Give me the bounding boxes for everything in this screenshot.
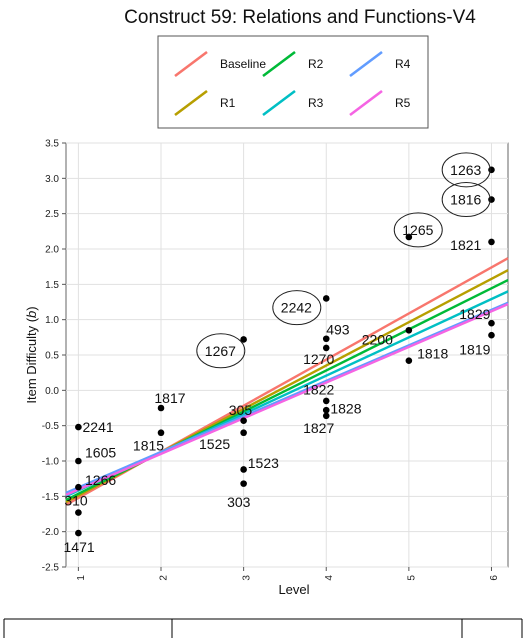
point-label: 1828 [330,401,361,417]
legend-swatch-r3 [262,89,296,117]
point-label: 2241 [83,419,114,435]
y-tick-label: 3.5 [45,139,59,150]
x-axis-title: Level [278,582,309,597]
data-point [405,357,413,364]
x-tick-label: 1 [76,575,87,581]
x-tick-label: 3 [241,575,252,581]
y-tick-label: -2.0 [42,527,60,538]
legend-swatch-r2 [262,50,296,78]
chart-title: Construct 59: Relations and Functions-V4 [124,7,476,28]
data-point [488,238,495,246]
highlight-ellipse [272,290,322,326]
x-tick-label: 5 [407,575,418,581]
point-label: 1819 [459,341,490,357]
data-point [75,457,82,465]
highlight-ellipse [196,333,246,369]
y-tick-label: -0.5 [42,421,60,432]
series-line-r4 [65,301,509,494]
data-point [75,483,82,491]
series-line-r5 [65,302,509,497]
legend-swatch-baseline [174,50,208,78]
data-point [488,166,495,174]
data-point [157,404,165,412]
legend-label-r4: R4 [395,57,411,71]
y-tick-label: -2.5 [42,563,60,574]
x-tick-label: 2 [159,575,170,581]
data-point [240,466,247,473]
data-point [322,335,330,343]
legend-label-baseline: Baseline [220,57,266,71]
legend-box [157,35,429,129]
legend-label-r3: R3 [308,96,324,110]
highlight-ellipse [393,212,443,248]
data-point [157,429,165,437]
x-tick-label: 4 [324,575,335,581]
point-label: 303 [227,494,251,510]
point-label: 1815 [133,437,164,453]
data-point [322,406,330,414]
point-label: 2242 [281,300,312,316]
data-point [322,412,330,420]
y-axis-title: Item Difficulty (b) [24,306,39,403]
legend-swatch-r5 [349,89,383,117]
point-label: 1827 [303,420,334,436]
point-label: 1822 [303,382,334,398]
legend-swatch-r1 [174,89,208,117]
point-label: 1471 [64,539,95,555]
data-point [75,423,82,431]
point-label: 493 [326,322,350,338]
point-label: 2200 [362,331,393,347]
data-point [322,344,330,352]
legend-label-r2: R2 [308,57,324,71]
y-tick-label: 0.5 [45,351,59,362]
point-label: 305 [229,402,253,418]
point-label: 1829 [459,306,490,322]
point-label: 1816 [450,192,481,208]
data-point [322,397,330,405]
y-tick-label: 2.5 [45,209,59,220]
highlight-ellipse [441,152,491,188]
point-label: 1270 [303,351,334,367]
data-point [240,480,247,487]
plot-area: 2241 1605 1266 310 1471 1817 1815 1267 305 1525 15… [64,142,509,568]
data-point [240,336,247,343]
data-point [240,429,247,437]
legend-label-r1: R1 [220,96,236,110]
data-point [240,417,247,425]
point-label: 1265 [402,222,433,238]
legend: Baseline R1 R2 R3 R4 R5 [157,35,429,129]
point-label: 1821 [450,237,481,253]
y-tick-label: 2.0 [45,245,59,256]
y-tick-label: 1.0 [45,315,59,326]
legend-label-r5: R5 [395,96,411,110]
point-label: 1605 [85,445,116,461]
point-label: 1525 [199,436,230,452]
y-tick-label: 1.5 [45,280,59,291]
x-tick-label: 6 [489,575,500,581]
data-point [488,331,495,339]
point-label: 1523 [248,455,279,471]
point-label: 1267 [205,343,236,359]
y-tick-label: -1.5 [42,492,60,503]
point-label: 1266 [85,472,116,488]
bottom-table-fragment [3,618,523,638]
y-tick-label: 0.0 [45,386,59,397]
data-point [405,233,413,241]
legend-swatch-r4 [349,50,383,78]
data-point [75,529,82,537]
point-label: 1817 [154,390,185,406]
highlight-ellipse [441,182,491,218]
data-point [322,295,330,302]
data-point [405,326,413,334]
point-label: 1263 [450,162,481,178]
data-point [488,196,495,203]
point-label: 310 [64,493,88,509]
y-tick-label: 3.0 [45,174,59,185]
data-point [488,319,495,327]
data-point [75,509,82,516]
point-label: 1818 [417,346,448,362]
y-tick-label: -1.0 [42,457,60,468]
